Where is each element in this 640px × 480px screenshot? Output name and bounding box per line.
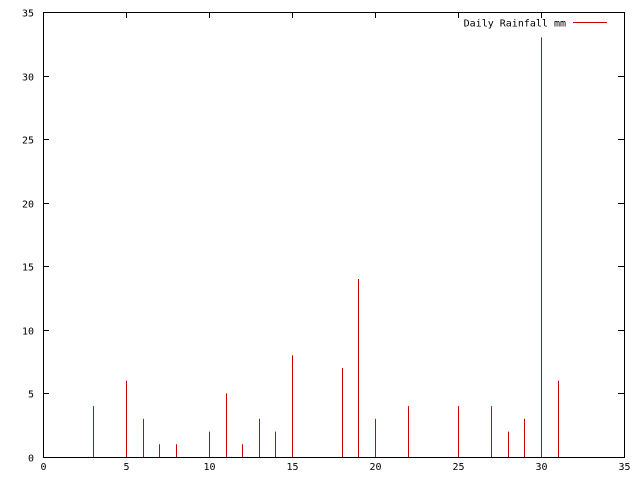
y-tick-label: 25 — [22, 136, 34, 147]
x-tick-label: 30 — [535, 462, 547, 473]
plot-frame — [43, 12, 625, 458]
y-tick-label: 15 — [22, 263, 34, 274]
x-tick-label: 15 — [286, 462, 298, 473]
y-tick-label: 10 — [22, 327, 34, 338]
x-tick-labels: 0 5 10 15 20 25 30 35 — [40, 462, 630, 473]
x-tick-label: 5 — [123, 462, 129, 473]
x-tick-label: 25 — [452, 462, 464, 473]
rainfall-bars — [93, 37, 559, 457]
y-tick-label: 0 — [28, 454, 34, 465]
x-tick-label: 35 — [618, 462, 630, 473]
y-tick-labels: 0 5 10 15 20 25 30 35 — [22, 9, 34, 465]
x-tick-label: 0 — [40, 462, 46, 473]
y-tick-label: 5 — [28, 390, 34, 401]
y-tick-label: 30 — [22, 73, 34, 84]
y-tick-label: 35 — [22, 9, 34, 20]
x-tick-label: 10 — [203, 462, 215, 473]
axis-ticks — [43, 12, 625, 458]
legend: Daily Rainfall mm — [464, 19, 607, 30]
y-tick-label: 20 — [22, 200, 34, 211]
legend-label: Daily Rainfall mm — [464, 19, 566, 30]
x-tick-label: 20 — [369, 462, 381, 473]
